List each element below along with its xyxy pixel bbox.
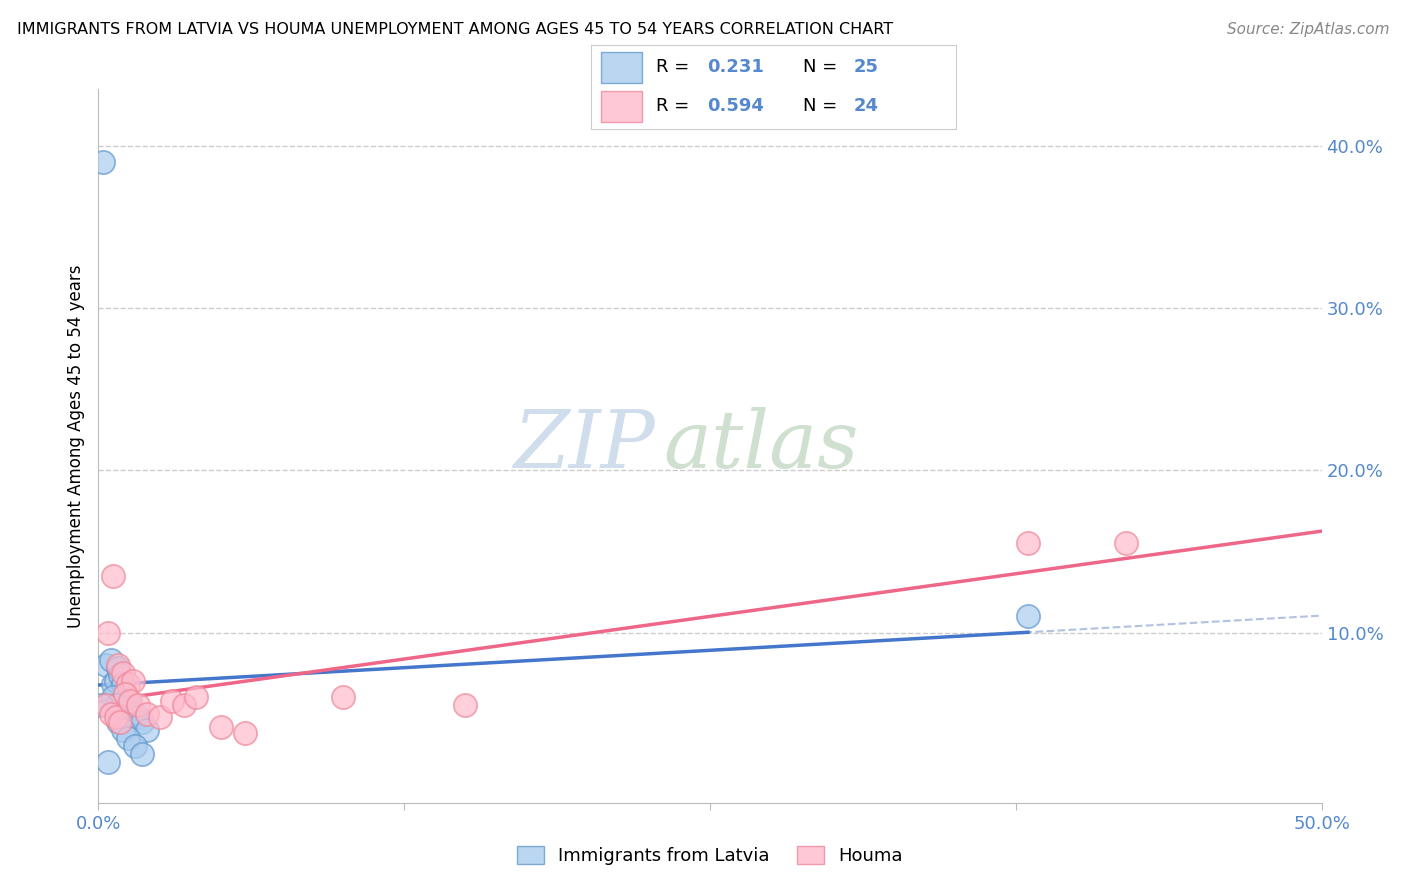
Point: [94, 657, 117, 672]
Text: R =: R =: [657, 97, 696, 115]
Point: [111, 723, 134, 737]
Text: IMMIGRANTS FROM LATVIA VS HOUMA UNEMPLOYMENT AMONG AGES 45 TO 54 YEARS CORRELATI: IMMIGRANTS FROM LATVIA VS HOUMA UNEMPLOY…: [17, 22, 893, 37]
Point: [104, 674, 127, 689]
Text: 25: 25: [853, 59, 879, 77]
Point: [1017, 609, 1039, 624]
Point: [101, 677, 124, 691]
Point: [117, 731, 139, 745]
Point: [120, 702, 142, 716]
Point: [131, 714, 153, 729]
Point: [111, 677, 134, 691]
Point: [160, 693, 183, 707]
Point: [107, 661, 129, 675]
Point: [1017, 536, 1039, 550]
Text: R =: R =: [657, 59, 696, 77]
Point: [117, 677, 139, 691]
Point: [131, 747, 153, 761]
Point: [104, 698, 127, 713]
Y-axis label: Unemployment Among Ages 45 to 54 years: Unemployment Among Ages 45 to 54 years: [66, 264, 84, 628]
Point: [101, 568, 124, 582]
Point: [124, 739, 146, 753]
Point: [454, 698, 477, 713]
Bar: [602, 53, 641, 83]
Text: atlas: atlas: [664, 408, 859, 484]
Point: [101, 690, 124, 705]
Point: [127, 698, 149, 713]
Legend: Immigrants from Latvia, Houma: Immigrants from Latvia, Houma: [510, 838, 910, 872]
Point: [186, 690, 208, 705]
Point: [107, 714, 129, 729]
Point: [100, 706, 122, 721]
Point: [100, 653, 122, 667]
Text: N =: N =: [803, 97, 842, 115]
Point: [124, 706, 146, 721]
Text: Source: ZipAtlas.com: Source: ZipAtlas.com: [1226, 22, 1389, 37]
Point: [1115, 536, 1137, 550]
Point: [117, 693, 139, 707]
Point: [173, 698, 195, 713]
Point: [97, 625, 120, 640]
Point: [233, 726, 256, 740]
Point: [94, 698, 117, 713]
Point: [104, 710, 127, 724]
Point: [209, 720, 232, 734]
Point: [136, 723, 159, 737]
Point: [97, 756, 120, 770]
Point: [149, 710, 172, 724]
Point: [111, 666, 134, 681]
Point: [120, 693, 142, 707]
Point: [136, 706, 159, 721]
Text: ZIP: ZIP: [513, 408, 655, 484]
Text: 0.231: 0.231: [707, 59, 765, 77]
Text: N =: N =: [803, 59, 842, 77]
Bar: [602, 91, 641, 121]
Point: [121, 674, 143, 689]
Point: [114, 685, 136, 699]
Point: [91, 155, 114, 169]
Point: [114, 687, 136, 701]
Point: [90, 698, 112, 713]
Point: [110, 714, 132, 729]
Point: [332, 690, 354, 705]
Point: [110, 667, 132, 681]
Text: 0.594: 0.594: [707, 97, 765, 115]
Point: [127, 710, 149, 724]
Point: [107, 657, 129, 672]
Text: 24: 24: [853, 97, 879, 115]
